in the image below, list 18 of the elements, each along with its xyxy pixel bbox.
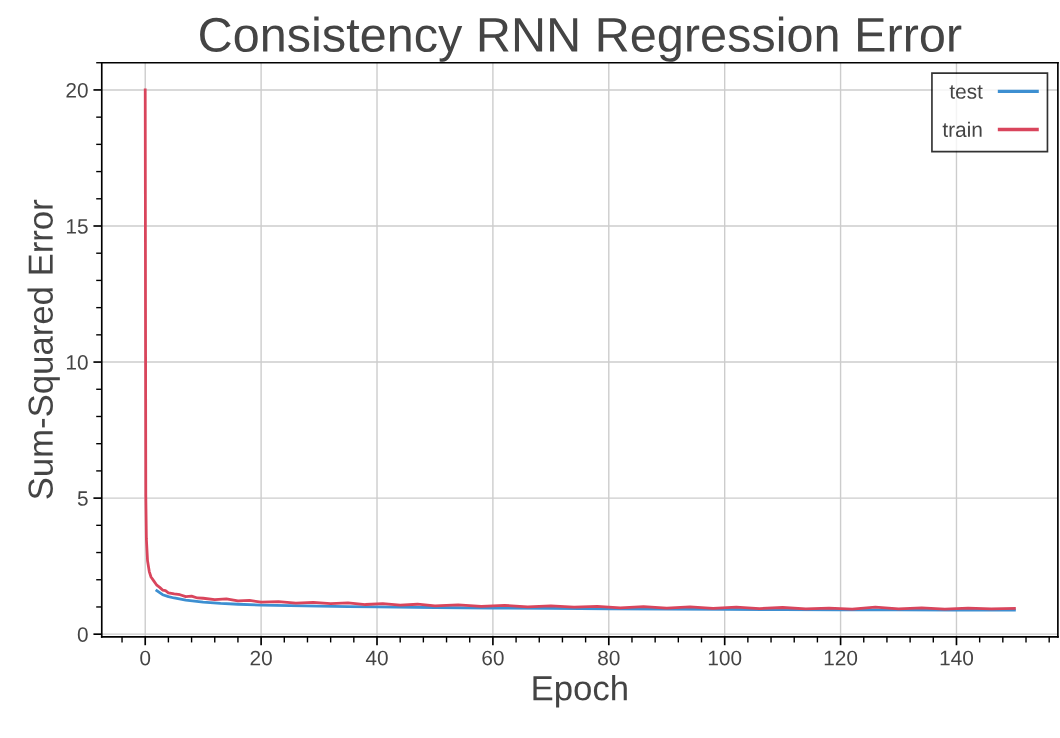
x-tick-label: 140 [940, 650, 974, 666]
y-tick-label: 10 [66, 355, 88, 370]
y-tick-label: 5 [77, 491, 88, 506]
x-tick-label: 0 [140, 650, 151, 666]
y-axis-title: Sum-Squared Error [27, 199, 60, 499]
y-tick-label: 15 [66, 219, 88, 234]
x-tick-label: 60 [482, 650, 504, 666]
x-axis-title: Epoch [533, 675, 627, 708]
chart-title: Consistency RNN Regression Error [200, 16, 962, 62]
x-tick-label: 100 [708, 650, 742, 666]
y-tick-label: 20 [66, 82, 88, 98]
legend-label: test [949, 85, 983, 99]
x-tick-label: 80 [598, 650, 620, 666]
legend-label: train [942, 121, 982, 138]
x-tick-label: 40 [365, 650, 388, 666]
x-tick-label: 20 [250, 650, 272, 666]
y-tick-label: 0 [77, 627, 88, 642]
x-tick-label: 120 [824, 650, 858, 666]
